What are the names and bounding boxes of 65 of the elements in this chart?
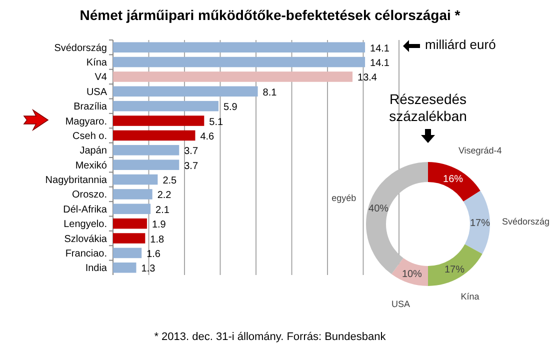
bar: [113, 130, 196, 141]
y-tick-label: Lengyelo.: [64, 219, 107, 230]
data-label: 5.1: [209, 116, 224, 128]
donut-slice: [428, 162, 480, 202]
bar: [113, 218, 147, 229]
data-label: 40%: [368, 203, 389, 214]
bar: [113, 248, 142, 258]
slice-label: egyéb: [332, 193, 356, 204]
data-label: 3.7: [184, 160, 198, 172]
donut-slice: [428, 244, 482, 286]
slice-label: Visegrád-4: [458, 145, 502, 156]
data-label: 10%: [402, 268, 422, 280]
bar: [113, 174, 158, 185]
y-tick-label: Magyaro.: [65, 116, 107, 128]
slice-label: Svédország: [502, 216, 550, 226]
y-tick-label: Dél-Afrika: [63, 204, 108, 216]
bar: [113, 100, 218, 112]
slice-label: Kína: [460, 291, 480, 302]
data-label: 17%: [444, 264, 465, 276]
data-label: 13.4: [358, 72, 378, 84]
data-label: 3.7: [184, 146, 198, 158]
y-tick-label: Mexikó: [75, 160, 108, 172]
y-tick-label: India: [85, 263, 108, 274]
chart-title: Részesedés százalékban: [389, 91, 467, 124]
bar: [113, 42, 366, 52]
y-tick-label: Kína: [86, 58, 108, 69]
data-label: 4.6: [200, 131, 215, 142]
bar: [113, 72, 353, 82]
y-tick-label: Szlovákia: [64, 234, 108, 245]
data-label: 16%: [443, 174, 464, 185]
y-tick-label: Oroszo.: [72, 190, 107, 201]
text: milliárd euró: [425, 37, 496, 52]
y-tick-label: Brazília: [74, 102, 108, 113]
slice-label: USA: [392, 298, 410, 309]
chart-title: Német járműipari működőtőke-befektetések célországai *: [80, 7, 461, 23]
bar: [113, 116, 204, 126]
y-tick-label: Cseh o.: [72, 130, 107, 142]
bar: [113, 56, 366, 68]
bar: [113, 204, 151, 214]
data-label: 1.6: [146, 248, 161, 260]
bar: [113, 189, 152, 200]
y-tick-label: Franciao.: [65, 248, 107, 260]
data-label: 2.2: [157, 190, 172, 202]
data-label: 1.3: [141, 264, 156, 275]
y-tick-label: Svédország: [54, 42, 107, 54]
y-tick-label: USA: [86, 86, 108, 98]
data-label: 14.1: [370, 58, 390, 70]
data-label: 5.9: [223, 102, 238, 114]
text: * 2013. dec. 31-i állomány. Forrás: Bundesbank: [154, 331, 386, 343]
bar: [113, 145, 180, 156]
data-label: 2.5: [162, 176, 178, 187]
bar: [113, 160, 180, 170]
y-tick-label: Japán: [80, 146, 107, 157]
data-label: 1.9: [152, 220, 166, 231]
data-label: 14.1: [370, 43, 390, 54]
data-label: 8.1: [262, 87, 278, 98]
data-label: 17%: [470, 218, 490, 229]
bar: [113, 233, 146, 244]
bar: [113, 86, 258, 97]
y-tick-label: Nagybritannia: [45, 175, 108, 186]
y-tick-label: V4: [94, 72, 108, 84]
data-label: 1.8: [150, 234, 165, 246]
bar: [113, 262, 136, 273]
donut-slice: [463, 190, 490, 254]
data-label: 2.1: [156, 204, 170, 216]
